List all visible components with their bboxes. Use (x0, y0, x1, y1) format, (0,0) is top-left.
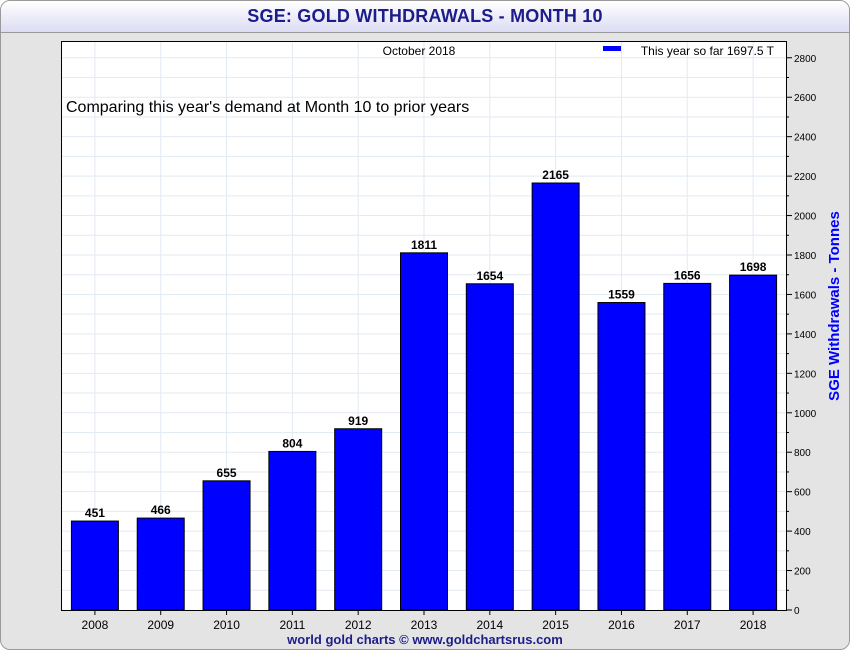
bar-2010 (202, 480, 251, 611)
bar-value-label: 2165 (542, 168, 569, 182)
y-tick-label: 2200 (794, 172, 817, 183)
y-tick-label: 0 (794, 606, 800, 617)
bar-value-label: 1656 (674, 268, 701, 282)
bar-2018 (729, 274, 778, 611)
chart-annotation: Comparing this year's demand at Month 10… (66, 99, 469, 116)
bar-2015 (531, 182, 580, 611)
legend-label: This year so far 1697.5 T (641, 44, 775, 58)
x-tick-label: 2018 (740, 618, 767, 632)
x-tick-label: 2012 (345, 618, 372, 632)
bar-value-label: 1654 (476, 269, 503, 283)
y-tick-label: 2800 (794, 54, 817, 65)
y-tick-label: 2000 (794, 212, 817, 223)
bar-2016 (597, 302, 646, 611)
footer-credit: world gold charts © www.goldchartsrus.co… (287, 632, 563, 647)
x-tick-label: 2009 (147, 618, 174, 632)
bar-2008 (70, 520, 119, 611)
bar-value-label: 919 (348, 414, 368, 428)
x-tick-label: 2011 (279, 618, 305, 632)
y-tick-label: 1600 (794, 290, 817, 301)
bar-value-label: 655 (217, 466, 237, 480)
bar-2011 (268, 450, 317, 611)
bar-value-label: 1559 (608, 288, 635, 302)
y-tick-label: 1200 (794, 369, 817, 380)
bar-2017 (663, 282, 712, 611)
y-tick-label: 800 (794, 448, 811, 459)
chart-subtitle: October 2018 (383, 44, 456, 58)
bar-2014 (465, 283, 514, 611)
x-tick-label: 2016 (608, 618, 635, 632)
x-tick-label: 2010 (213, 618, 240, 632)
bar-value-label: 1698 (740, 260, 767, 274)
x-tick-label: 2008 (82, 618, 109, 632)
y-tick-label: 400 (794, 527, 811, 538)
x-tick-label: 2014 (476, 618, 503, 632)
y-tick-label: 2400 (794, 133, 817, 144)
x-tick-label: 2015 (542, 618, 569, 632)
title-bar: SGE: GOLD WITHDRAWALS - MONTH 10 (1, 1, 849, 33)
bar-value-label: 451 (85, 506, 105, 520)
bar-2013 (400, 252, 448, 611)
bar-value-label: 804 (282, 436, 302, 450)
y-tick-label: 2600 (794, 93, 817, 104)
y-tick-label: 200 (794, 567, 811, 578)
x-tick-label: 2013 (411, 618, 438, 632)
y-tick-label: 1400 (794, 330, 817, 341)
bar-2009 (136, 517, 185, 611)
y-tick-label: 1800 (794, 251, 817, 262)
bar-value-label: 466 (151, 503, 171, 517)
legend-swatch (603, 46, 621, 51)
chart-title: SGE: GOLD WITHDRAWALS - MONTH 10 (247, 6, 603, 26)
y-tick-label: 1000 (794, 409, 817, 420)
y-axis-title: SGE Withdrawals - Tonnes (826, 211, 843, 401)
bar-2012 (334, 428, 383, 611)
y-tick-label: 600 (794, 488, 811, 499)
bar-value-label: 1811 (411, 238, 437, 252)
x-tick-label: 2017 (674, 618, 701, 632)
